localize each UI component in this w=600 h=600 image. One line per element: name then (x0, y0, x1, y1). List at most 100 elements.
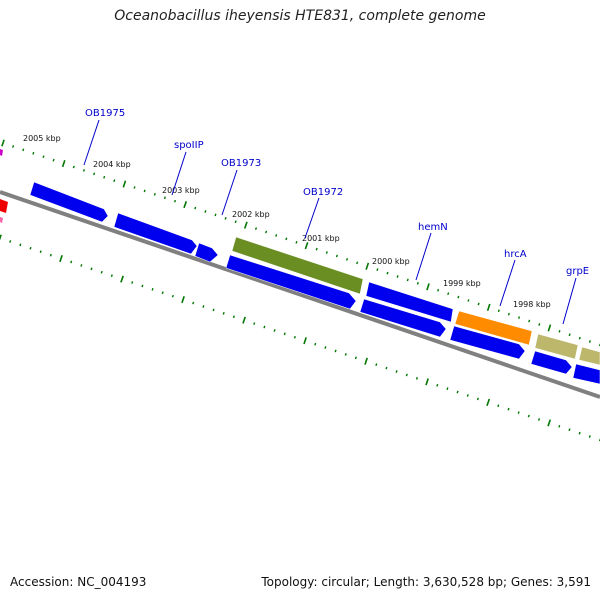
inner-tick (303, 337, 307, 345)
inner-tick (476, 397, 479, 401)
accession-text: Accession: NC_004193 (10, 575, 147, 589)
outer-tick (497, 309, 500, 313)
genome-backbone (0, 190, 600, 399)
outer-tick (558, 329, 561, 333)
gene-reverse-edge[interactable] (572, 363, 600, 385)
outer-tick-track (1, 139, 600, 347)
outer-tick (365, 262, 370, 270)
inner-tick (263, 325, 266, 329)
outer-tick (183, 201, 188, 209)
gene-reverse-1[interactable] (225, 254, 357, 310)
outer-tick (143, 189, 146, 193)
inner-tick (578, 431, 581, 435)
reverse-strand-genes (225, 254, 600, 385)
inner-tick (39, 250, 42, 254)
gene-label-ob1973[interactable]: OB1973 (221, 158, 261, 169)
inner-tick (395, 370, 398, 373)
inner-tick (456, 390, 459, 394)
outer-tick (376, 268, 379, 272)
gene-magenta-edge[interactable] (0, 149, 3, 156)
inner-tick (537, 418, 541, 421)
kbp-scale-labels: 2005 kbp 2004 kbp 2003 kbp 2002 kbp 2001… (23, 134, 551, 309)
outer-tick (467, 299, 470, 302)
inner-tick (49, 253, 52, 257)
outer-tick (254, 227, 258, 230)
outer-tick (345, 258, 349, 261)
gene-ob1973[interactable] (194, 242, 219, 263)
kbp-label: 2002 kbp (232, 210, 270, 219)
outer-tick (194, 206, 197, 210)
inner-tick-track (0, 234, 600, 442)
outer-tick (406, 278, 409, 282)
gene-reverse-3[interactable] (449, 325, 526, 360)
inner-tick (588, 435, 591, 438)
outer-tick (315, 247, 318, 251)
inner-tick (181, 296, 185, 304)
inner-tick (568, 428, 571, 432)
inner-tick (141, 284, 144, 288)
gene-label-grpe[interactable]: grpE (566, 266, 589, 277)
inner-tick (90, 267, 93, 271)
kbp-label: 1998 kbp (513, 300, 551, 309)
outer-tick (72, 165, 75, 169)
inner-tick (9, 240, 12, 243)
outer-tick (113, 179, 116, 183)
gene-khaki-edge[interactable] (578, 346, 600, 366)
inner-tick (0, 234, 2, 241)
outer-tick (265, 230, 268, 234)
inner-tick (192, 301, 195, 305)
outer-tick (153, 192, 156, 196)
gene-hrca[interactable] (454, 310, 533, 346)
inner-tick (354, 356, 357, 360)
inner-tick (293, 335, 296, 339)
outer-tick (275, 234, 278, 237)
gene-red-edge[interactable] (0, 199, 8, 213)
inner-tick (547, 419, 552, 427)
inner-tick (517, 411, 520, 414)
outer-tick (396, 275, 399, 278)
gene-spoiip[interactable] (113, 212, 198, 255)
outer-tick (295, 240, 298, 244)
gene-label-ob1972[interactable]: OB1972 (303, 187, 343, 198)
outer-tick (204, 210, 207, 213)
outer-tick (447, 292, 450, 296)
gene-label-hrca[interactable]: hrcA (504, 249, 527, 260)
gene-pink-edge[interactable] (0, 217, 3, 223)
outer-tick (356, 261, 359, 265)
inner-tick (202, 305, 205, 308)
inner-tick (59, 254, 63, 263)
inner-tick (527, 414, 530, 418)
outer-tick (42, 155, 45, 159)
outer-tick (437, 288, 440, 292)
gene-reverse-2[interactable] (359, 298, 447, 338)
gene-ob1975[interactable] (29, 181, 109, 223)
inner-tick (425, 378, 429, 386)
outer-tick (243, 221, 248, 229)
gene-reverse-4[interactable] (530, 350, 573, 375)
inner-tick (222, 311, 225, 315)
gene-label-ob1975[interactable]: OB1975 (85, 108, 125, 119)
outer-tick (22, 148, 25, 152)
inner-tick (19, 243, 22, 247)
kbp-label: 2000 kbp (372, 257, 410, 266)
inner-tick (273, 329, 276, 332)
outer-tick (285, 237, 288, 241)
inner-tick (253, 322, 256, 325)
outer-tick (52, 158, 55, 162)
gene-grpe[interactable] (534, 333, 579, 360)
inner-tick (232, 315, 235, 319)
outer-tick (568, 333, 571, 337)
inner-tick (364, 357, 368, 365)
gene-ob1972[interactable] (231, 236, 364, 295)
kbp-label: 1999 kbp (443, 279, 481, 288)
gene-hemn[interactable] (365, 281, 454, 323)
gene-label-hemn[interactable]: hemN (418, 222, 448, 233)
outer-tick (325, 251, 328, 254)
inner-tick (212, 308, 215, 312)
inner-tick (415, 376, 418, 380)
inner-tick (131, 281, 134, 284)
gene-label-spoiip[interactable]: spoIIP (174, 140, 204, 151)
inner-tick (161, 291, 164, 295)
outer-tick (103, 175, 106, 179)
